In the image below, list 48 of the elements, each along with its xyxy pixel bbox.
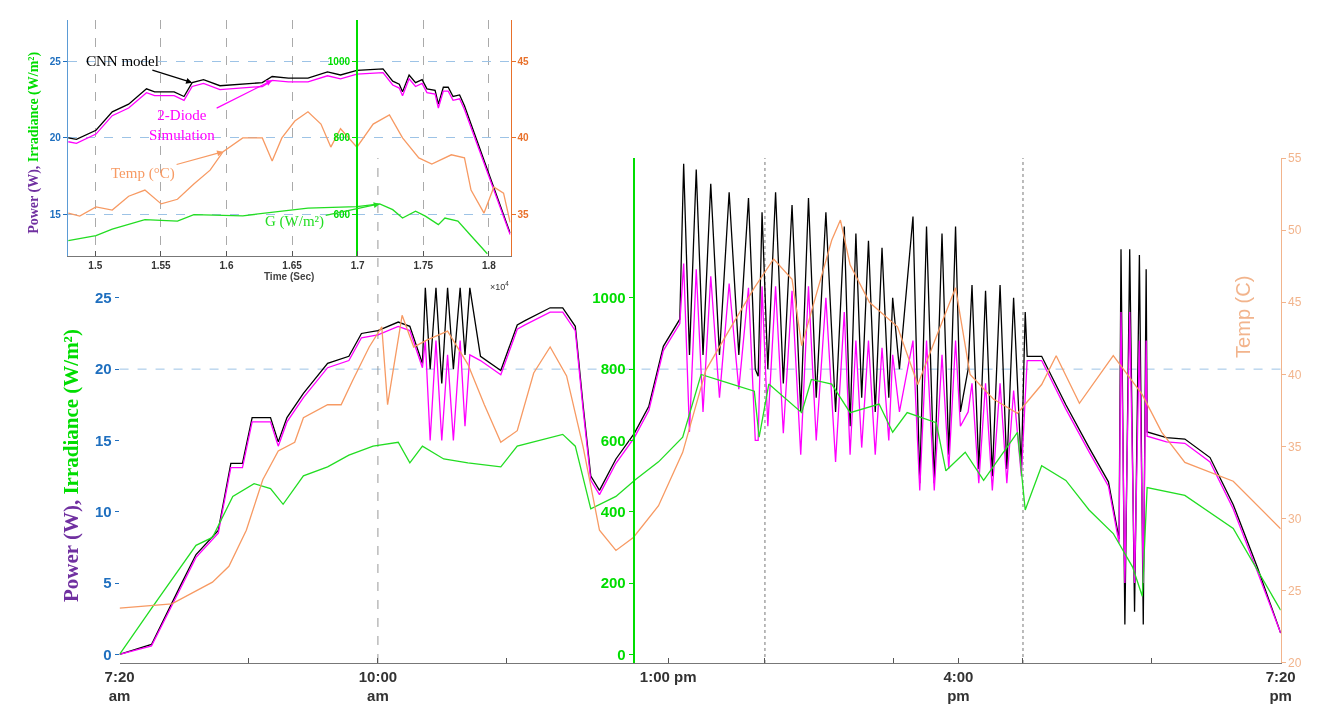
y2-tick-label: 200 [600,574,626,592]
y2-tick-label: 1000 [327,55,351,67]
x-tick-label: 1.6 [219,260,234,272]
x-tick-label: 1.75 [413,260,434,272]
y2-tick-label: 600 [600,431,626,449]
series-label: Temp (°C) [111,165,175,182]
y3-tick-label: 55 [1288,151,1302,166]
x-tick-label: 10:00 am [358,667,398,705]
y2-tick-label: 0 [617,645,626,663]
x-tick-label: 4:00 pm [943,667,974,705]
x-tick-label: 1.7 [350,260,366,272]
y3-axis-title: Temp (C) [1232,275,1255,358]
x-tick-label: 1:00 pm [639,667,697,685]
y3-tick-label: 50 [1288,223,1302,238]
series-label: G (W/m²) [265,213,325,230]
y3-tick-label: 35 [517,209,530,221]
line-series [67,203,488,255]
y3-tick-label: 25 [1288,584,1302,599]
y-tick-label: 20 [94,360,112,378]
y-tick-label: 10 [94,503,112,521]
x-tick-label: 7:20 am [104,667,135,705]
y-axis-title: Power (W), Irradiance (W/m²) [26,51,43,234]
y3-tick-label: 35 [1288,439,1302,454]
series-label: 2-Diode Simulation [149,107,216,143]
y3-tick-label: 45 [517,55,530,67]
y2-tick-label: 400 [600,503,626,521]
y3-tick-label: 45 [1288,295,1302,310]
y-tick-label: 25 [94,289,112,307]
y-axis-title: Power (W), Irradiance (W/m²) [59,329,84,603]
y2-tick-label: 800 [600,360,626,378]
x-tick-label: 1.5 [88,260,103,272]
y-tick-label: 20 [49,132,62,144]
series-label: CNN model [86,53,159,69]
x-tick-label: 1.55 [151,260,172,272]
y3-tick-label: 40 [517,132,530,144]
annotation: ×10$^{4}$ [490,280,510,292]
y3-tick-label: 30 [1288,511,1302,526]
y3-tick-label: 40 [1288,367,1302,382]
y-tick-label: 15 [49,209,62,221]
y2-tick-label: 600 [333,209,351,221]
x-tick-label: 1.65 [282,260,303,272]
y-tick-label: 15 [94,431,112,449]
y-tick-label: 25 [49,55,62,67]
y2-tick-label: 1000 [592,289,626,307]
y-tick-label: 0 [103,645,112,663]
x-axis-title: Time (Sec) [263,271,315,283]
x-tick-label: 1.8 [481,260,497,272]
y-tick-label: 5 [103,574,112,592]
